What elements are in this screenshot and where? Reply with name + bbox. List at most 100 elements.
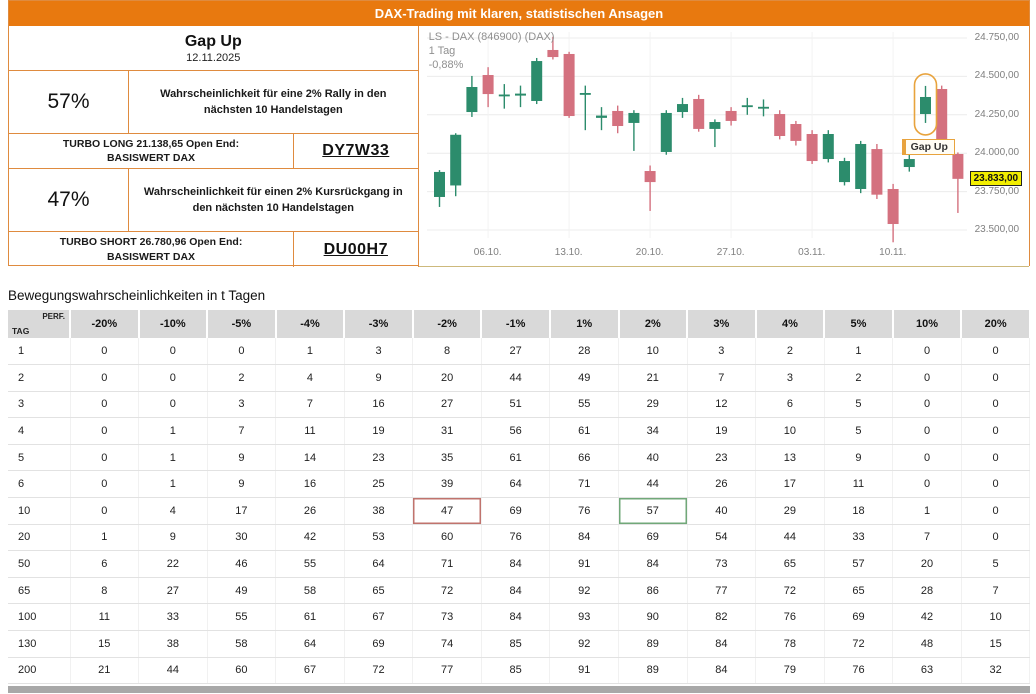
table-cell: 21 <box>70 657 140 685</box>
table-cell: 73 <box>412 603 482 632</box>
table-cell: 0 <box>892 338 962 366</box>
candle-up <box>838 161 850 183</box>
table-cell: 8 <box>70 577 140 605</box>
table-cell: 12 <box>687 391 757 419</box>
candle-up <box>449 134 461 186</box>
table-cell: 33 <box>138 603 208 632</box>
candle-down <box>773 114 785 136</box>
table-cell: 11 <box>275 417 345 445</box>
candlestick-chart-canvas[interactable] <box>419 26 1030 266</box>
table-cell: 32 <box>961 657 1031 685</box>
table-cell: 71 <box>549 470 619 499</box>
table-cell: 29 <box>618 391 688 419</box>
table-cell: 7 <box>275 391 345 419</box>
table-cell: 72 <box>344 657 414 685</box>
corner-perf-label: PERF. <box>42 312 65 321</box>
table-cell: 2 <box>824 364 894 392</box>
table-cell: 9 <box>138 524 208 552</box>
table-cell: 26 <box>275 497 345 525</box>
table-cell: 4 <box>138 497 208 525</box>
date-tick: 20.10. <box>635 247 664 258</box>
table-cell: 72 <box>824 630 894 658</box>
table-cell: 54 <box>687 524 757 552</box>
table-row: 6 0 1 9 16 25 39 64 71 44 26 17 11 0 0 <box>8 470 1031 499</box>
table-cell: 10 <box>961 603 1031 632</box>
table-row: 130 15 38 58 64 69 74 85 92 89 84 78 72 48 15 <box>8 630 1031 658</box>
row-tag: 65 <box>8 577 71 605</box>
table-row: 10 0 4 17 26 38 47 69 76 57 40 29 18 1 0 <box>8 497 1031 525</box>
table-cell: 76 <box>824 657 894 685</box>
table-cell: 38 <box>138 630 208 658</box>
table-cell: 77 <box>412 657 482 685</box>
turbo-long-wkn-cell: DY7W33 <box>294 134 418 168</box>
table-cell: 55 <box>207 603 277 632</box>
table-cell: 46 <box>207 550 277 578</box>
decline-probability-row: 47% Wahrscheinlichkeit für einen 2% Kurs… <box>9 169 418 232</box>
table-cell: 18 <box>824 497 894 525</box>
table-cell: 84 <box>687 630 757 658</box>
table-cell: 0 <box>70 391 140 419</box>
chart-change: -0,88% <box>428 58 464 71</box>
table-cell: 1 <box>892 497 962 525</box>
candle-down <box>951 153 963 179</box>
price-tick: 24.500,00 <box>974 70 1020 82</box>
price-tick: 24.250,00 <box>974 108 1020 120</box>
table-cell: 64 <box>344 550 414 578</box>
candle-up <box>433 171 445 197</box>
table-cell: 4 <box>275 364 345 392</box>
table-cell: 26 <box>687 470 757 499</box>
table-cell: 40 <box>687 497 757 525</box>
table-cell: 40 <box>618 444 688 472</box>
table-row: 4 0 1 7 11 19 31 56 61 34 19 10 5 0 0 <box>8 417 1031 445</box>
candle-up <box>741 105 753 108</box>
turbo-long-wkn-link[interactable]: DY7W33 <box>322 142 390 159</box>
candle-down <box>870 149 882 195</box>
table-cell: 58 <box>207 630 277 658</box>
date-tick: 06.10. <box>473 247 502 258</box>
table-cell: 15 <box>961 630 1031 658</box>
column-header: 2% <box>618 310 689 338</box>
row-tag: 4 <box>8 417 71 445</box>
column-header: -5% <box>207 310 277 338</box>
date-tick: 03.11. <box>798 247 826 258</box>
table-cell: 3 <box>344 338 414 366</box>
table-cell: 38 <box>344 497 414 525</box>
table-cell: 89 <box>618 630 688 658</box>
table-cell: 11 <box>824 470 894 499</box>
signal-section: DAX-Trading mit klaren, statistischen An… <box>8 0 1030 267</box>
table-cell: 72 <box>755 577 825 605</box>
candle-down <box>482 75 494 95</box>
turbo-short-wkn-link[interactable]: DU00H7 <box>323 240 388 258</box>
table-cell: 65 <box>344 577 414 605</box>
column-header: -2% <box>412 310 483 338</box>
table-cell: 72 <box>412 577 482 605</box>
table-cell: 0 <box>70 417 140 445</box>
candle-down <box>692 98 704 129</box>
table-cell: 15 <box>70 630 140 658</box>
price-chart[interactable]: LS - DAX (846900) (DAX) 1 Tag -0,88% 24.… <box>418 26 1030 267</box>
price-tick: 24.750,00 <box>974 32 1020 43</box>
chart-title: LS - DAX (846900) (DAX) <box>428 31 555 43</box>
table-cell: 69 <box>824 603 894 632</box>
table-cell: 91 <box>549 657 619 685</box>
table-cell: 9 <box>344 364 414 392</box>
candle-up <box>708 122 720 129</box>
table-cell: 77 <box>687 577 757 605</box>
candle-down <box>935 88 947 144</box>
table-cell: 78 <box>755 630 825 658</box>
column-header: 4% <box>755 310 826 338</box>
table-cell: 0 <box>892 364 962 392</box>
table-cell: 76 <box>755 603 825 632</box>
column-header: -4% <box>275 310 346 338</box>
candle-up <box>595 115 607 118</box>
table-corner-header: PERF. TAG <box>8 310 71 338</box>
candle-up <box>757 106 769 109</box>
horizontal-scrollbar[interactable] <box>8 686 1030 693</box>
candle-up <box>498 94 510 97</box>
table-cell: 8 <box>412 338 482 366</box>
table-cell: 44 <box>138 657 208 685</box>
table-cell: 1 <box>70 524 140 552</box>
table-cell: 33 <box>824 524 894 552</box>
rally-probability-row: 57% Wahrscheinlichkeit für eine 2% Rally… <box>9 71 418 134</box>
table-row: 50 6 22 46 55 64 71 84 91 84 73 65 57 20 5 <box>8 550 1031 578</box>
